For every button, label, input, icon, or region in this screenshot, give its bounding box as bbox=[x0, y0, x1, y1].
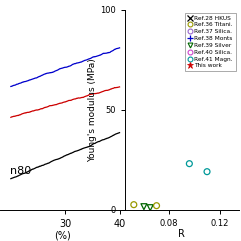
Point bbox=[205, 170, 209, 174]
Text: n80: n80 bbox=[10, 166, 31, 176]
Y-axis label: Young's modulus (MPa): Young's modulus (MPa) bbox=[88, 58, 97, 161]
Point bbox=[132, 203, 136, 207]
Point bbox=[148, 206, 152, 210]
X-axis label: R: R bbox=[178, 229, 185, 239]
X-axis label: (%): (%) bbox=[54, 230, 71, 240]
Point bbox=[187, 162, 191, 166]
Point bbox=[155, 204, 159, 208]
Legend: Ref.28 HKUS, Ref.36 Titani., Ref.37 Silica., Ref.38 Monts, Ref.39 Silver, Ref.40: Ref.28 HKUS, Ref.36 Titani., Ref.37 Sili… bbox=[185, 13, 236, 71]
Text: B: B bbox=[100, 0, 115, 4]
Point bbox=[142, 205, 146, 209]
